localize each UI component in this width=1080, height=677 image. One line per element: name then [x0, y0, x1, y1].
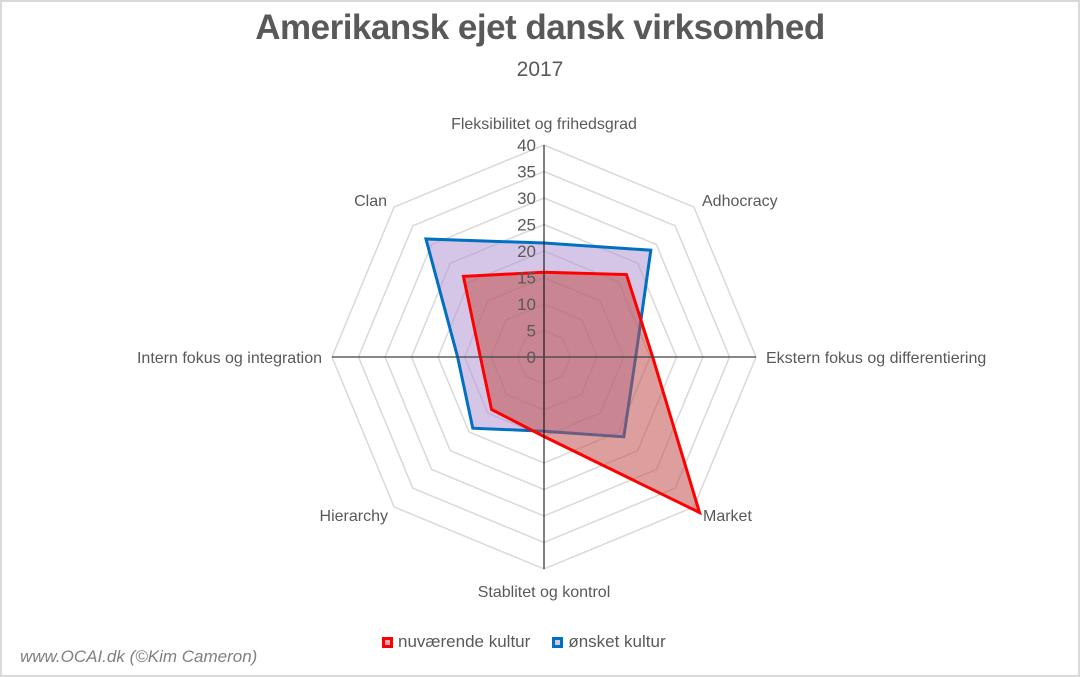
chart-title: Amerikansk ejet dansk virksomhed — [255, 8, 825, 47]
category-label: Ekstern fokus og differentiering — [766, 350, 986, 367]
chart-subtitle: 2017 — [516, 58, 564, 81]
tick-label: 0 — [527, 348, 536, 367]
tick-label: 30 — [517, 189, 536, 208]
category-label: Market — [703, 508, 752, 525]
category-label: Clan — [354, 193, 387, 210]
radar-axes — [332, 145, 756, 569]
legend-label-desired: ønsket kultur — [568, 632, 666, 651]
radar-category-labels: Fleksibilitet og frihedsgrad Adhocracy Eks… — [137, 116, 986, 601]
category-label: Hierarchy — [320, 508, 388, 525]
radar-tick-labels: 0 5 10 15 20 25 30 35 40 — [517, 136, 536, 367]
series-current-culture — [461, 270, 702, 516]
radar-series — [423, 237, 702, 516]
legend-swatch-current — [382, 636, 393, 648]
category-label: Intern fokus og integration — [137, 350, 322, 367]
tick-label: 5 — [527, 322, 536, 341]
legend: nuværende kultur ønsket kultur — [382, 632, 688, 652]
tick-label: 25 — [517, 216, 536, 235]
tick-label: 10 — [517, 295, 536, 314]
category-label: Fleksibilitet og frihedsgrad — [451, 116, 637, 133]
tick-label: 15 — [517, 269, 536, 288]
credit-text: www.OCAI.dk (©Kim Cameron) — [20, 647, 258, 666]
category-label: Stablitet og kontrol — [478, 584, 611, 601]
tick-label: 20 — [517, 242, 536, 261]
tick-label: 40 — [517, 136, 536, 155]
legend-item-desired[interactable]: ønsket kultur — [552, 632, 666, 652]
legend-item-current[interactable]: nuværende kultur — [382, 632, 530, 652]
legend-label-current: nuværende kultur — [398, 632, 531, 651]
tick-label: 35 — [517, 163, 536, 182]
legend-swatch-desired — [552, 636, 564, 648]
category-label: Adhocracy — [702, 193, 778, 210]
